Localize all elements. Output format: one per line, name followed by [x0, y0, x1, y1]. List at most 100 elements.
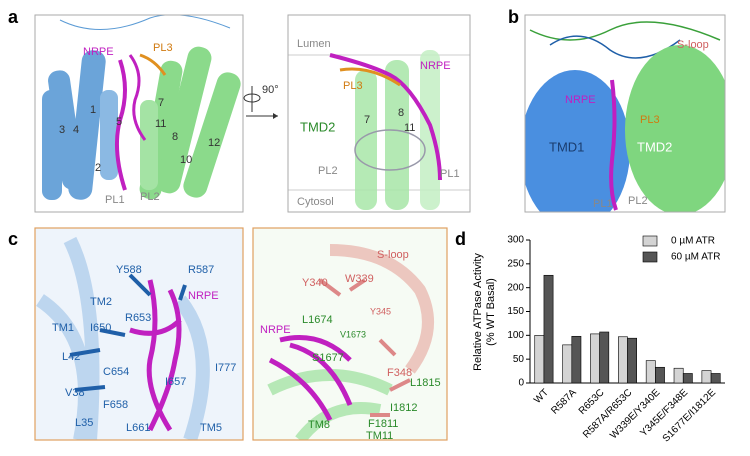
y-tick-label: 200 [507, 282, 524, 293]
annotation: NRPE [565, 94, 596, 106]
annotation: L35 [75, 417, 93, 429]
annotation: TMD2 [300, 119, 335, 134]
x-tick-label: WT [532, 387, 551, 406]
annotation: L661 [126, 422, 150, 434]
y-tick-label: 50 [513, 354, 525, 365]
structure-image [525, 15, 725, 212]
annotation: 8 [172, 131, 178, 143]
structure-image [288, 15, 470, 212]
x-tick-label: R587A/R653C [581, 387, 634, 440]
annotation: I650 [90, 322, 111, 334]
annotation: NRPE [420, 60, 451, 72]
annotation: S-loop [377, 249, 409, 261]
bar [543, 274, 554, 384]
annotation: PL1 [105, 194, 125, 206]
annotation: TMD1 [549, 139, 584, 154]
annotation: PL2 [318, 165, 338, 177]
y-tick-label: 150 [507, 306, 524, 317]
annotation: 90° [262, 84, 279, 96]
annotation: R653 [125, 312, 151, 324]
annotation: I777 [215, 362, 236, 374]
panel-label: b [508, 7, 519, 27]
bar [571, 335, 582, 384]
annotation: TM2 [90, 296, 112, 308]
annotation: S1677 [312, 352, 344, 364]
annotation-group: S-loop Y340 W339 NRPE L1674 V1673 Y345 S… [260, 249, 441, 442]
annotation: PL2 [628, 195, 648, 207]
panel-label: d [455, 229, 466, 249]
annotation: TM1 [52, 322, 74, 334]
annotation: 3 [59, 124, 65, 136]
annotation: 7 [364, 114, 370, 126]
annotation: PL1 [593, 198, 613, 210]
panel-label: c [8, 229, 18, 249]
annotation-group: S-loop NRPE TMD1 PL3 TMD2 PL1 PL2 [549, 39, 709, 210]
y-tick-label: 250 [507, 258, 524, 269]
annotation: W339 [345, 273, 374, 285]
bar [673, 367, 684, 384]
annotation: R587 [188, 264, 214, 276]
annotation: F658 [103, 399, 128, 411]
annotation: NRPE [260, 324, 291, 336]
annotation: 10 [180, 154, 192, 166]
annotation: PL2 [140, 191, 160, 203]
annotation: TM5 [200, 422, 222, 434]
annotation: PL3 [343, 80, 363, 92]
legend-swatch [642, 251, 658, 263]
bar [645, 360, 656, 384]
structure-image [35, 228, 243, 440]
annotation: F1811 [368, 418, 398, 430]
bar [710, 373, 721, 384]
annotation: TMD2 [637, 139, 672, 154]
panel-label: a [8, 7, 19, 27]
y-tick-label: 300 [507, 235, 524, 246]
annotation: Cytosol [297, 196, 334, 208]
annotation: C654 [103, 366, 129, 378]
annotation: Y340 [302, 277, 328, 289]
annotation: 8 [398, 107, 404, 119]
annotation: 4 [73, 124, 79, 136]
bar [562, 344, 573, 384]
bar [599, 331, 610, 384]
annotation: PL3 [640, 114, 660, 126]
y-tick-label: 100 [507, 330, 524, 341]
legend-label: 0 µM ATR [671, 236, 715, 247]
bar-chart: Relative ATPase Activity (% WT Basal) 0 5… [472, 235, 725, 445]
annotation-group: NRPE PL3 1 3 4 5 2 7 11 8 10 12 PL1 PL2 [59, 42, 220, 206]
annotation: PL1 [440, 168, 460, 180]
legend-label: 60 µM ATR [671, 252, 720, 263]
bar [618, 336, 628, 384]
annotation: 11 [155, 118, 166, 130]
bar [682, 373, 693, 384]
bar [701, 370, 712, 384]
annotation: I657 [165, 376, 186, 388]
annotation: V1673 [340, 329, 366, 339]
annotation: S-loop [677, 39, 709, 51]
annotation: Y588 [116, 264, 142, 276]
bar [655, 366, 665, 384]
annotation: 12 [208, 137, 220, 149]
annotation: 2 [95, 162, 101, 174]
annotation: NRPE [188, 290, 219, 302]
annotation-group: Y588 R587 TM2 NRPE TM1 I650 R653 L42 C65… [52, 264, 236, 434]
annotation: TM8 [308, 419, 330, 431]
annotation: 11 [404, 122, 415, 134]
annotation: I1812 [390, 402, 418, 414]
annotation: TM11 [366, 430, 393, 442]
annotation: L42 [62, 351, 80, 363]
annotation: 5 [116, 116, 122, 128]
y-axis-label: Relative ATPase Activity [472, 253, 484, 371]
x-tick-label: R587A [549, 387, 579, 417]
annotation-group: Lumen NRPE PL3 TMD2 7 8 11 PL2 PL1 Cytos… [297, 38, 460, 208]
bar [627, 337, 637, 384]
y-tick-label: 0 [518, 378, 524, 389]
annotation: F348 [387, 367, 412, 379]
rotation-indicator: 90° [243, 84, 279, 119]
annotation: Y345 [370, 306, 391, 316]
annotation: V38 [65, 387, 85, 399]
bar [590, 333, 600, 384]
annotation: L1674 [302, 314, 333, 326]
bar [534, 335, 545, 384]
annotation: L1815 [410, 377, 441, 389]
